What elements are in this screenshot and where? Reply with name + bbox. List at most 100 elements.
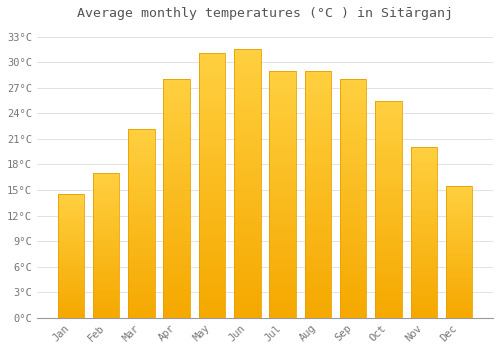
- Bar: [234, 168, 260, 173]
- Bar: [375, 248, 402, 253]
- Bar: [128, 174, 154, 178]
- Bar: [304, 135, 331, 140]
- Bar: [270, 293, 296, 298]
- Bar: [446, 268, 472, 270]
- Bar: [340, 79, 366, 84]
- Bar: [234, 82, 260, 87]
- Bar: [198, 169, 225, 175]
- Bar: [164, 160, 190, 165]
- Bar: [164, 237, 190, 242]
- Bar: [270, 199, 296, 204]
- Bar: [234, 98, 260, 103]
- Bar: [304, 85, 331, 90]
- Bar: [58, 236, 84, 239]
- Bar: [304, 160, 331, 164]
- Bar: [234, 243, 260, 248]
- Bar: [164, 113, 190, 117]
- Bar: [128, 216, 154, 219]
- Bar: [58, 209, 84, 211]
- Bar: [93, 237, 120, 240]
- Bar: [340, 103, 366, 108]
- Bar: [340, 222, 366, 227]
- Bar: [340, 84, 366, 89]
- Bar: [270, 259, 296, 264]
- Bar: [128, 186, 154, 189]
- Bar: [375, 270, 402, 274]
- Bar: [164, 303, 190, 308]
- Bar: [198, 159, 225, 164]
- Bar: [58, 278, 84, 281]
- Bar: [58, 256, 84, 259]
- Bar: [410, 270, 437, 274]
- Bar: [270, 71, 296, 318]
- Bar: [446, 313, 472, 315]
- Bar: [93, 190, 120, 193]
- Bar: [58, 281, 84, 283]
- Bar: [410, 290, 437, 294]
- Bar: [128, 163, 154, 167]
- Bar: [128, 151, 154, 155]
- Bar: [304, 248, 331, 254]
- Bar: [375, 292, 402, 296]
- Bar: [410, 212, 437, 216]
- Bar: [128, 250, 154, 253]
- Bar: [234, 173, 260, 178]
- Bar: [198, 79, 225, 85]
- Bar: [270, 125, 296, 130]
- Bar: [58, 224, 84, 226]
- Bar: [304, 80, 331, 85]
- Bar: [446, 310, 472, 313]
- Bar: [446, 273, 472, 275]
- Bar: [446, 244, 472, 246]
- Bar: [410, 287, 437, 290]
- Bar: [375, 309, 402, 314]
- Bar: [234, 119, 260, 125]
- Bar: [340, 218, 366, 222]
- Bar: [58, 248, 84, 251]
- Bar: [410, 219, 437, 222]
- Bar: [304, 145, 331, 150]
- Bar: [340, 155, 366, 160]
- Bar: [304, 130, 331, 135]
- Bar: [234, 270, 260, 275]
- Bar: [340, 280, 366, 285]
- Bar: [304, 293, 331, 298]
- Bar: [128, 182, 154, 186]
- Bar: [270, 204, 296, 209]
- Bar: [198, 106, 225, 111]
- Bar: [164, 218, 190, 222]
- Bar: [128, 295, 154, 299]
- Bar: [446, 194, 472, 196]
- Bar: [270, 71, 296, 76]
- Bar: [375, 253, 402, 257]
- Bar: [93, 289, 120, 292]
- Bar: [340, 122, 366, 127]
- Bar: [93, 202, 120, 205]
- Bar: [375, 161, 402, 166]
- Bar: [234, 146, 260, 152]
- Bar: [446, 289, 472, 292]
- Bar: [270, 115, 296, 120]
- Bar: [234, 200, 260, 205]
- Bar: [234, 87, 260, 92]
- Bar: [410, 198, 437, 202]
- Bar: [58, 231, 84, 234]
- Bar: [234, 130, 260, 135]
- Bar: [198, 238, 225, 244]
- Bar: [234, 103, 260, 108]
- Bar: [304, 184, 331, 189]
- Bar: [128, 227, 154, 231]
- Bar: [58, 310, 84, 313]
- Bar: [375, 174, 402, 179]
- Bar: [234, 307, 260, 313]
- Bar: [446, 286, 472, 289]
- Bar: [446, 262, 472, 265]
- Bar: [93, 248, 120, 251]
- Bar: [128, 269, 154, 272]
- Bar: [234, 275, 260, 280]
- Bar: [375, 261, 402, 266]
- Title: Average monthly temperatures (°C ) in Sitārganj: Average monthly temperatures (°C ) in Si…: [77, 7, 453, 20]
- Bar: [375, 135, 402, 140]
- Bar: [198, 206, 225, 212]
- Bar: [446, 246, 472, 249]
